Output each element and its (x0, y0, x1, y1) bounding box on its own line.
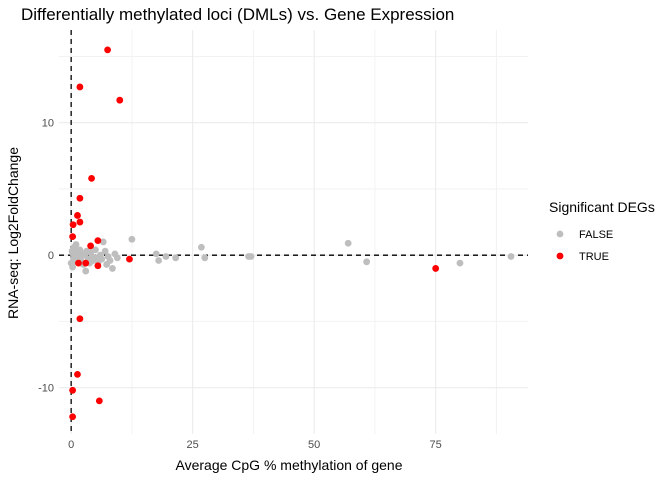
data-point-true (82, 259, 90, 267)
data-point-true (76, 315, 84, 323)
data-point-false (109, 265, 116, 272)
data-point-true (69, 221, 77, 229)
data-point-true (76, 194, 84, 202)
data-point-true (94, 262, 102, 270)
data-point-false (172, 254, 180, 262)
data-point-false (98, 255, 106, 263)
reference-lines (59, 30, 528, 434)
data-points (67, 46, 515, 421)
data-point-true (74, 370, 81, 378)
data-point-true (432, 265, 440, 272)
data-point-false (82, 267, 90, 275)
chart-title: Differentially methylated loci (DMLs) vs… (21, 5, 454, 24)
x-tick-label: 75 (430, 439, 442, 451)
data-point-true (75, 259, 82, 267)
data-point-true (69, 233, 77, 241)
data-point-true (95, 397, 103, 405)
legend-key-true (556, 252, 564, 260)
data-point-true (76, 218, 84, 226)
y-tick-label: 0 (48, 250, 54, 262)
data-point-true (104, 46, 112, 54)
x-tick-label: 50 (308, 439, 320, 451)
data-point-false (72, 241, 80, 248)
data-point-false (113, 254, 121, 262)
data-point-false (344, 239, 352, 247)
data-point-false (106, 257, 114, 264)
data-point-false (247, 253, 255, 260)
legend-key-false (556, 230, 564, 238)
legend-title: Significant DEGs (549, 199, 655, 215)
grid (59, 30, 528, 434)
data-point-true (76, 83, 84, 91)
legend-label-false: FALSE (579, 229, 613, 241)
data-point-true (126, 255, 133, 263)
data-point-true (116, 96, 124, 104)
data-point-false (101, 247, 109, 255)
data-point-false (155, 257, 163, 264)
data-point-false (92, 246, 99, 254)
y-tick-label: 10 (42, 118, 54, 130)
x-tick-label: 25 (187, 439, 199, 451)
data-point-false (201, 254, 209, 262)
tick-labels: 0 25 50 75 -10 0 10 (38, 118, 442, 451)
legend: Significant DEGs FALSE TRUE (549, 199, 655, 263)
data-point-false (69, 263, 77, 271)
data-point-true (69, 413, 77, 421)
data-point-true (87, 242, 94, 250)
data-point-false (99, 238, 107, 246)
x-tick-label: 0 (68, 439, 74, 451)
legend-label-true: TRUE (579, 251, 609, 263)
y-axis-title: RNA-seq: Log2FoldChange (5, 147, 21, 319)
x-axis-title: Average CpG % methylation of gene (176, 457, 403, 473)
data-point-false (363, 258, 371, 266)
data-point-false (128, 235, 136, 243)
data-point-true (69, 386, 77, 394)
data-point-true (94, 237, 102, 245)
data-point-true (88, 174, 95, 182)
y-tick-label: -10 (38, 383, 54, 395)
data-point-false (152, 250, 160, 258)
data-point-false (507, 253, 515, 260)
data-point-false (456, 259, 464, 267)
data-point-false (162, 253, 170, 260)
data-point-true (74, 212, 81, 219)
data-point-false (198, 243, 205, 251)
